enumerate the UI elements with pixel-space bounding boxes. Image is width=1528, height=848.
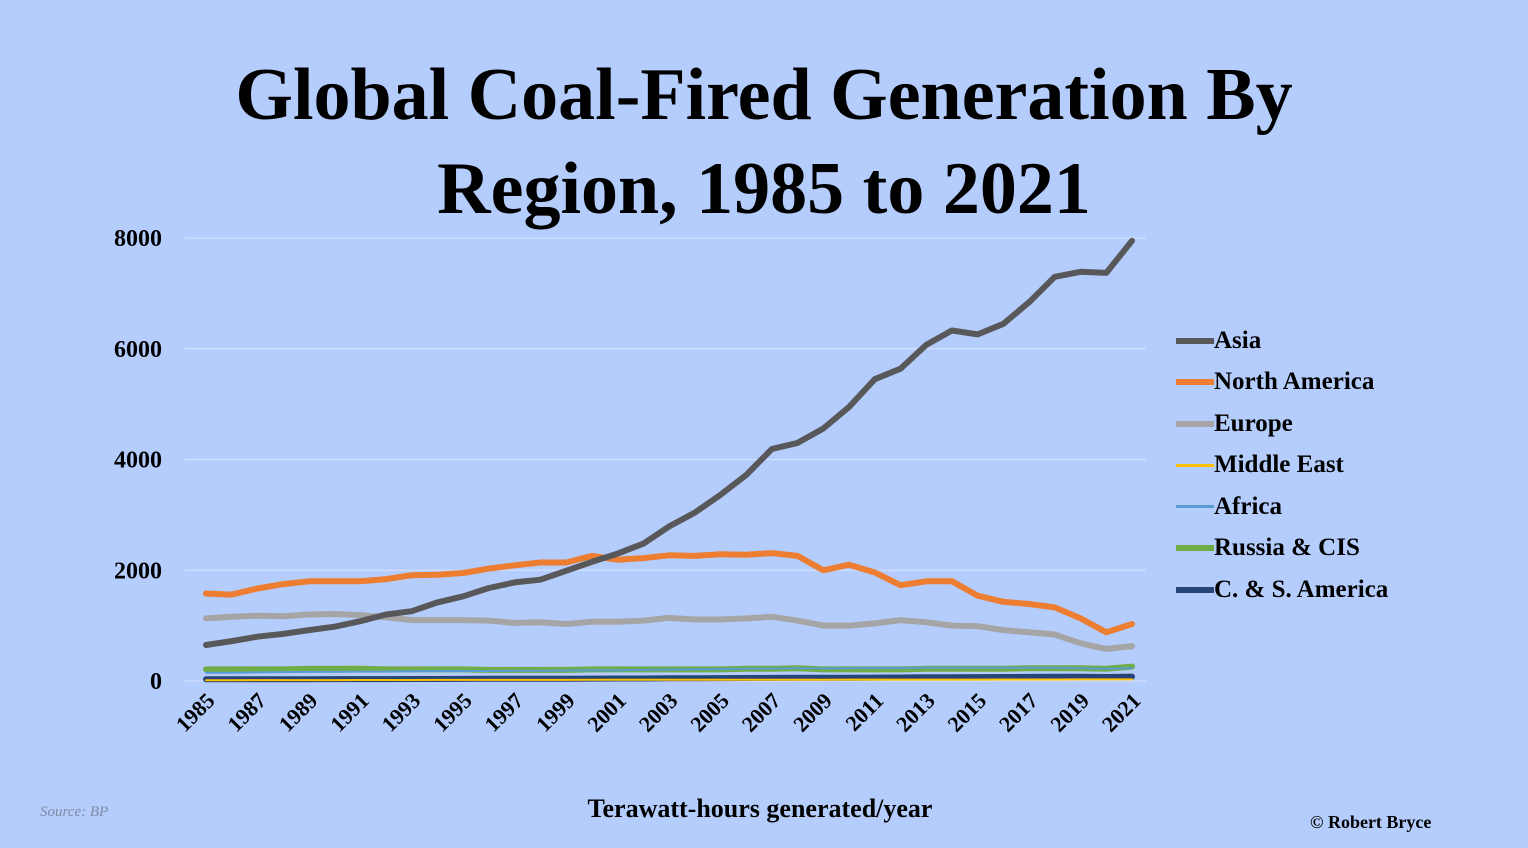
chart-title: Global Coal-Fired Generation By Region, … (0, 48, 1528, 236)
x-tick-label: 1993 (377, 688, 426, 737)
legend-label: Europe (1214, 409, 1293, 437)
x-tick-label: 2005 (685, 688, 734, 737)
legend-item: C. & S. America (1176, 569, 1388, 611)
y-tick-label: 0 (150, 669, 162, 695)
legend-swatch (1176, 337, 1214, 344)
x-tick-label: 2007 (737, 688, 786, 737)
legend-item: Russia & CIS (1176, 528, 1388, 570)
legend-swatch (1176, 463, 1214, 467)
series-line-asia (203, 237, 1135, 648)
legend-swatch (1176, 379, 1214, 386)
legend-label: North America (1214, 368, 1375, 396)
legend-swatch (1176, 420, 1214, 427)
x-tick-label: 1991 (325, 688, 374, 737)
y-tick-label: 8000 (114, 226, 162, 252)
x-tick-label: 2021 (1097, 688, 1146, 737)
series-lines (203, 237, 1135, 683)
legend-swatch (1176, 505, 1214, 509)
x-tick-label: 2017 (994, 688, 1043, 737)
legend-label: Russia & CIS (1214, 534, 1360, 562)
copyright-credit: © Robert Bryce (1310, 812, 1432, 832)
legend-label: C. & S. America (1214, 575, 1389, 603)
x-tick-label: 1995 (428, 688, 477, 737)
x-tick-label: 1989 (274, 688, 323, 737)
y-axis-ticks: 0 2000 4000 6000 8000 (114, 226, 162, 695)
x-tick-label: 1997 (479, 688, 528, 737)
y-tick-label: 4000 (114, 448, 162, 474)
x-tick-label: 2009 (788, 688, 837, 737)
chart-title-line2: Region, 1985 to 2021 (437, 148, 1091, 230)
x-axis-label: Terawatt-hours generated/year (587, 794, 933, 823)
series-line-europe (203, 611, 1135, 652)
x-tick-label: 1985 (171, 688, 220, 737)
x-tick-label: 2011 (840, 688, 888, 736)
legend-swatch (1176, 545, 1214, 552)
x-tick-label: 1999 (531, 688, 580, 737)
legend-label: Asia (1214, 326, 1262, 354)
series-line-africa (205, 666, 1133, 674)
legend-label: Middle East (1214, 451, 1344, 479)
legend-item: Europe (1176, 403, 1388, 445)
x-tick-label: 2015 (942, 688, 991, 737)
y-tick-label: 2000 (114, 558, 162, 584)
legend-item: North America (1176, 362, 1388, 404)
legend-label: Africa (1214, 492, 1283, 520)
legend-item: Middle East (1176, 445, 1388, 487)
series-line-middle-east (205, 678, 1133, 682)
legend-item: Africa (1176, 486, 1388, 528)
x-tick-label: 2019 (1045, 688, 1094, 737)
x-tick-label: 2003 (634, 688, 683, 737)
y-tick-label: 6000 (114, 337, 162, 363)
source-note: Source: BP (40, 804, 109, 820)
legend: Asia North America Europe Middle East Africa… (1176, 320, 1388, 611)
legend-item: Asia (1176, 320, 1388, 362)
series-line-north-america (203, 550, 1135, 636)
x-axis-ticks: 1985 1987 1989 1991 1993 1995 1997 1999 2001 2003… (171, 688, 1146, 737)
x-tick-label: 2001 (582, 688, 631, 737)
x-tick-label: 2013 (891, 688, 940, 737)
x-tick-label: 1987 (222, 688, 271, 737)
chart-title-line1: Global Coal-Fired Generation By (235, 54, 1293, 136)
legend-swatch (1176, 586, 1214, 593)
